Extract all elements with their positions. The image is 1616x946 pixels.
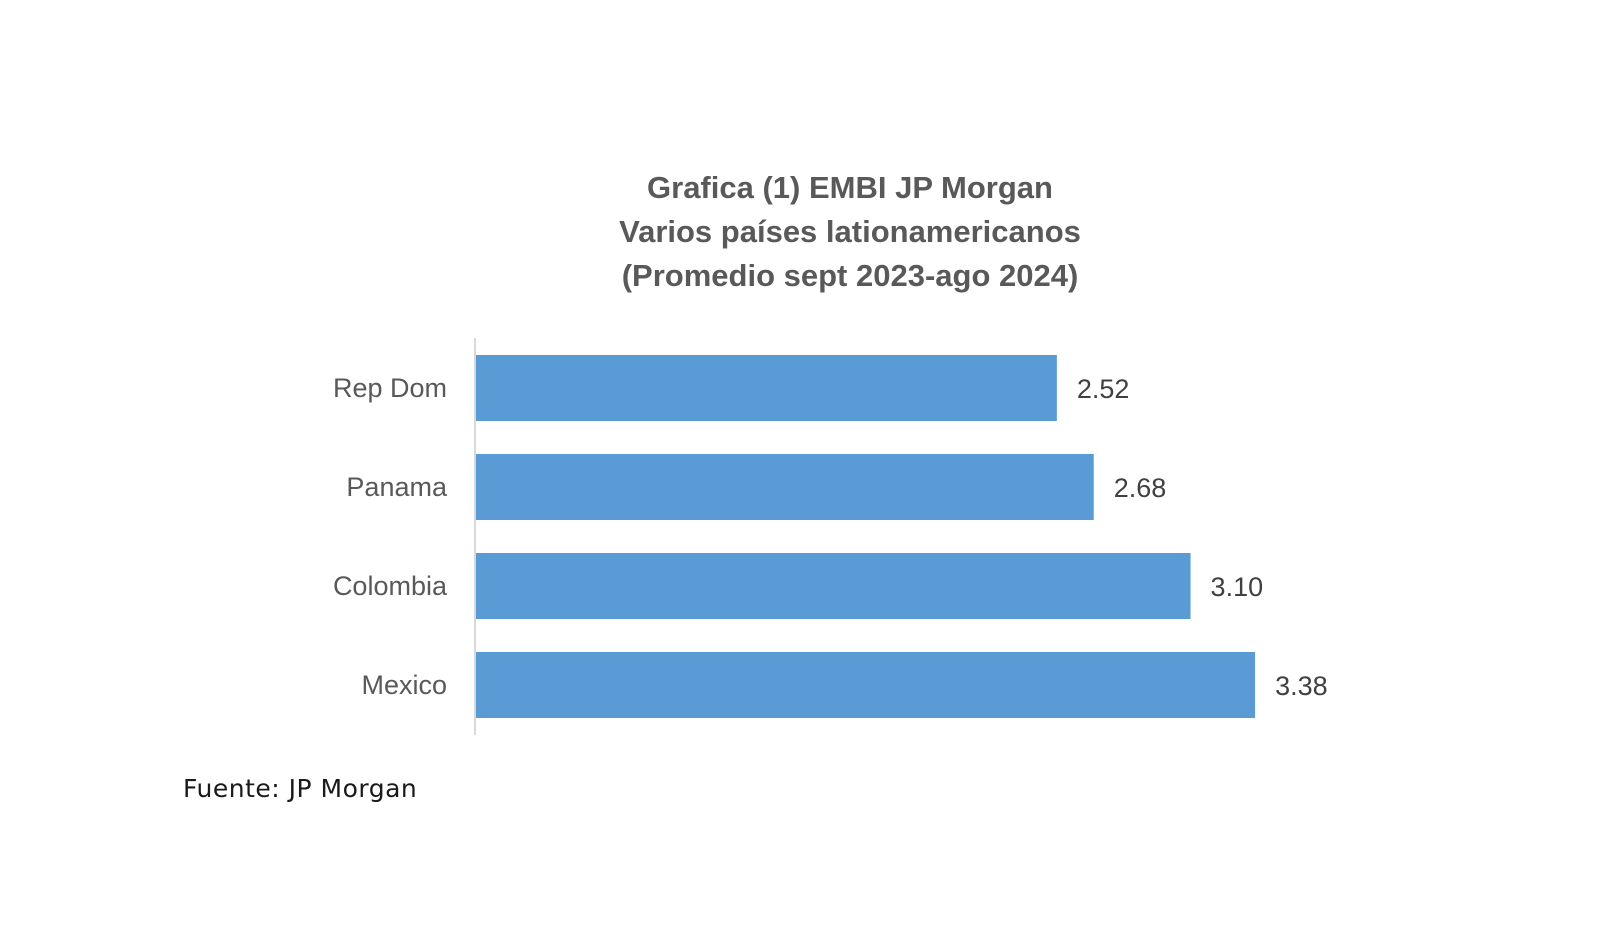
data-label: 3.10 — [1211, 572, 1264, 602]
bar-panama — [476, 454, 1094, 520]
bar-colombia — [476, 553, 1191, 619]
data-label: 3.38 — [1275, 671, 1328, 701]
data-label: 2.52 — [1077, 374, 1130, 404]
chart-title-line-1: Grafica (1) EMBI JP Morgan — [647, 170, 1053, 205]
chart-title-line-2: Varios países lationamericanos — [619, 214, 1081, 249]
category-label: Mexico — [361, 670, 447, 700]
category-label: Rep Dom — [333, 373, 447, 403]
bar-mexico — [476, 652, 1256, 718]
data-label: 2.68 — [1114, 473, 1167, 503]
category-label: Panama — [346, 472, 448, 502]
bars-group: Rep Dom 2.52 Panama 2.68 Colombia 3.10 Mexico 3… — [333, 355, 1328, 718]
source-note: Fuente: JP Morgan — [183, 774, 418, 803]
category-label: Colombia — [333, 571, 448, 601]
chart-title: Grafica (1) EMBI JP Morgan Varios países… — [500, 166, 1200, 298]
chart-title-line-3: (Promedio sept 2023-ago 2024) — [621, 258, 1079, 293]
bar-rep-dom — [476, 355, 1057, 421]
